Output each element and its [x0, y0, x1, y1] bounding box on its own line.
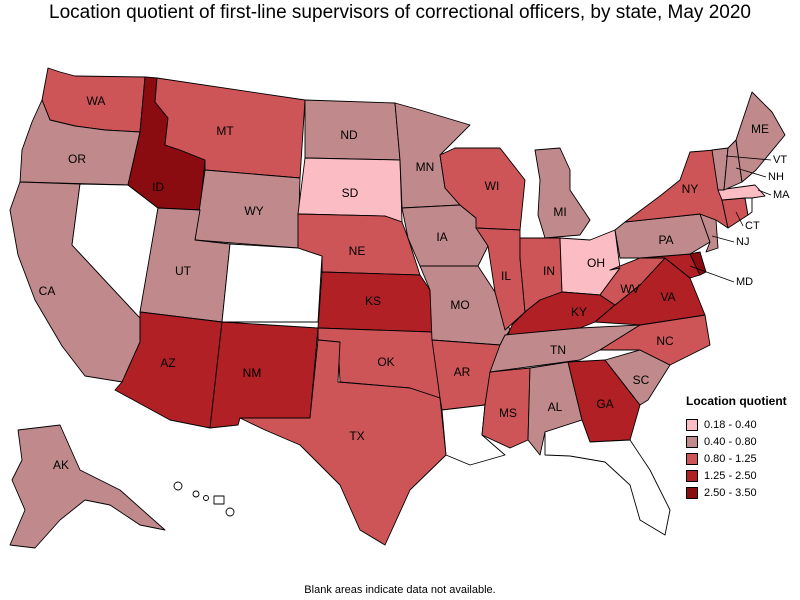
- legend-label: 1.25 - 2.50: [704, 469, 757, 482]
- state-label-nm: NM: [243, 366, 262, 380]
- state-label-ms: MS: [499, 406, 517, 420]
- state-label-oh: OH: [587, 256, 605, 270]
- state-ak[interactable]: [9, 424, 166, 549]
- legend-item: 1.25 - 2.50: [686, 467, 796, 484]
- state-label-ks: KS: [365, 294, 381, 308]
- leader-line-nh: [735, 167, 767, 178]
- state-label-ma: MA: [773, 189, 790, 201]
- state-label-ct: CT: [745, 220, 760, 232]
- state-label-nd: ND: [340, 128, 358, 142]
- state-label-ar: AR: [454, 365, 471, 379]
- hawaii-island: [203, 495, 209, 501]
- legend-title: Location quotient: [686, 394, 787, 408]
- leader-line-ma: [757, 189, 772, 196]
- footnote: Blank areas indicate data not available.: [304, 584, 496, 596]
- state-label-sd: SD: [342, 186, 359, 200]
- state-hi[interactable]: [213, 495, 225, 505]
- legend-label: 0.80 - 1.25: [704, 452, 757, 465]
- state-label-il: IL: [501, 269, 511, 283]
- state-label-az: AZ: [160, 356, 175, 370]
- state-label-nj: NJ: [736, 236, 749, 248]
- state-label-sc: SC: [633, 373, 650, 387]
- state-label-va: VA: [660, 290, 675, 304]
- state-label-mn: MN: [416, 160, 435, 174]
- state-mt[interactable]: [154, 77, 306, 179]
- map-title: Location quotient of first-line supervis…: [49, 2, 751, 23]
- legend-item: 0.18 - 0.40: [686, 416, 796, 433]
- legend: Location quotient 0.18 - 0.40 0.40 - 0.8…: [686, 394, 796, 501]
- state-label-mo: MO: [450, 298, 469, 312]
- legend-label: 0.40 - 0.80: [704, 435, 757, 448]
- leader-line-vt: [725, 155, 772, 161]
- legend-item: 2.50 - 3.50: [686, 484, 796, 501]
- state-label-mt: MT: [216, 124, 234, 138]
- leader-line-md: [689, 265, 735, 283]
- legend-item: 0.40 - 0.80: [686, 433, 796, 450]
- state-label-ca: CA: [39, 284, 56, 298]
- state-label-me: ME: [751, 122, 769, 136]
- state-ny[interactable]: [624, 149, 729, 229]
- state-sc[interactable]: [604, 349, 671, 406]
- state-il[interactable]: [475, 227, 526, 331]
- state-label-or: OR: [68, 152, 86, 166]
- state-label-vt: VT: [773, 154, 787, 166]
- state-label-ny: NY: [682, 182, 699, 196]
- state-label-pa: PA: [658, 233, 673, 247]
- state-label-tn: TN: [550, 343, 566, 357]
- state-mi[interactable]: [534, 147, 591, 239]
- hawaii-island: [173, 481, 183, 491]
- state-me[interactable]: [735, 91, 786, 183]
- state-label-wa: WA: [87, 94, 106, 108]
- state-label-wv: WV: [620, 282, 639, 296]
- state-label-ut: UT: [175, 264, 192, 278]
- legend-swatch: [686, 418, 698, 431]
- leader-line-ct: [735, 211, 744, 227]
- legend-swatch: [686, 469, 698, 482]
- state-label-ok: OK: [377, 355, 394, 369]
- state-label-ak: AK: [53, 458, 69, 472]
- state-wi[interactable]: [439, 147, 526, 231]
- legend-label: 2.50 - 3.50: [704, 486, 757, 499]
- state-label-ga: GA: [596, 397, 613, 411]
- state-label-wi: WI: [485, 179, 500, 193]
- state-label-in: IN: [543, 264, 555, 278]
- state-label-id: ID: [152, 180, 164, 194]
- state-tn[interactable]: [489, 324, 641, 373]
- state-label-ne: NE: [349, 244, 366, 258]
- legend-swatch: [686, 452, 698, 465]
- state-nm[interactable]: [209, 321, 319, 429]
- state-label-nc: NC: [656, 334, 674, 348]
- state-ma[interactable]: [717, 184, 766, 201]
- hawaii-island: [192, 490, 200, 498]
- legend-item: 0.80 - 1.25: [686, 450, 796, 467]
- state-label-mi: MI: [553, 205, 566, 219]
- state-label-ia: IA: [436, 230, 447, 244]
- state-label-md: MD: [736, 276, 753, 288]
- leader-line-nj: [711, 235, 735, 243]
- legend-swatch: [686, 435, 698, 448]
- state-co[interactable]: [221, 243, 323, 323]
- state-fl[interactable]: [544, 419, 671, 536]
- state-label-al: AL: [548, 400, 563, 414]
- state-label-wy: WY: [244, 204, 263, 218]
- state-tx[interactable]: [239, 339, 447, 546]
- state-label-nh: NH: [768, 171, 784, 183]
- legend-swatch: [686, 486, 698, 499]
- state-label-ky: KY: [571, 305, 587, 319]
- hawaii-island: [225, 507, 235, 517]
- legend-label: 0.18 - 0.40: [704, 418, 757, 431]
- state-label-tx: TX: [349, 429, 364, 443]
